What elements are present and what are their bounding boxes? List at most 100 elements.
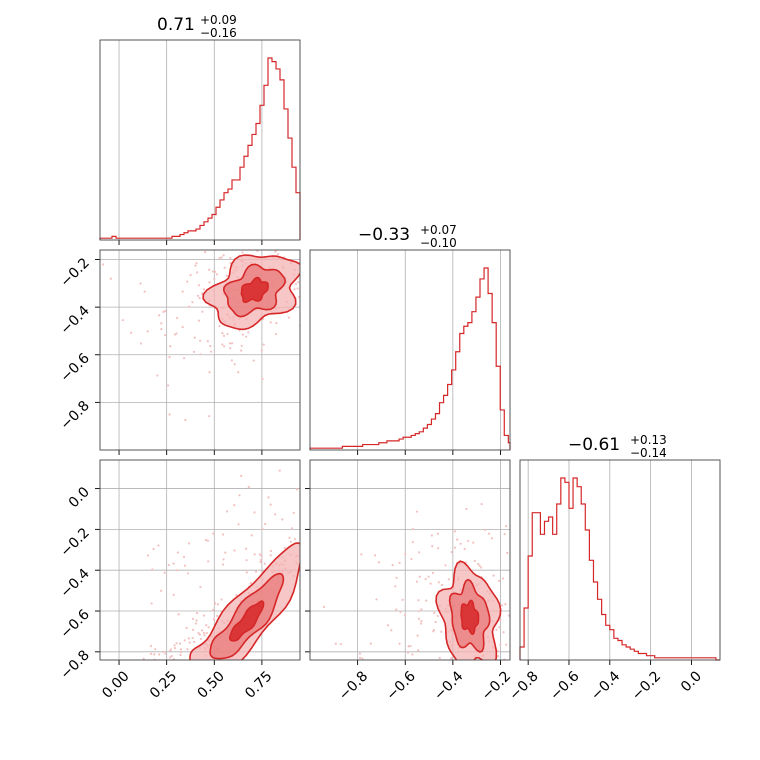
scatter-point [203,634,206,637]
scatter-point [205,632,208,635]
scatter-point [240,349,243,352]
tick-label-x: −0.4 [588,668,623,703]
scatter-point [275,322,278,325]
scatter-point [391,564,394,567]
scatter-point [275,332,278,336]
scatter-point [275,183,277,185]
scatter-point [169,648,173,651]
scatter-point [315,553,317,555]
scatter-point [156,673,158,675]
scatter-point [492,574,495,577]
scatter-point [250,246,252,248]
title-param-0: 0.71 [157,15,195,35]
scatter-point [477,562,480,565]
scatter-point [294,215,296,217]
scatter-point [245,559,248,562]
scatter-point [191,301,194,304]
scatter-point [183,564,186,567]
tick-label-x: −0.4 [431,668,466,703]
scatter-point [163,571,166,574]
scatter-point [204,538,207,542]
scatter-point [223,266,226,269]
scatter-point [191,617,195,621]
scatter-point [515,601,517,603]
tick-label-y: 0.0 [66,484,93,511]
tick-label-x: 0.75 [242,668,275,701]
tick-label-y: −0.6 [57,606,92,641]
scatter-point [496,649,499,653]
scatter-point [502,577,505,580]
scatter-point [465,507,468,511]
scatter-point [294,245,296,247]
tick-label-x: −0.8 [506,668,541,703]
scatter-point [288,536,291,539]
scatter-point [313,288,315,290]
tick-label-x: 0.00 [99,668,132,701]
scatter-point [180,244,182,246]
title-param-1-minus: −0.10 [420,236,457,250]
scatter-point [403,614,407,617]
scatter-point [231,342,234,345]
scatter-point [294,283,297,286]
scatter-point [453,530,457,533]
scatter-point [417,649,420,652]
scatter-point [150,663,152,665]
scatter-point [197,284,201,287]
scatter-point [401,598,404,601]
panel-frame [99,249,301,451]
scatter-point [172,562,175,565]
scatter-point [334,642,337,645]
scatter-point [109,277,112,280]
scatter-point [418,551,421,554]
histogram-panel-param-1: −0.33 +0.07 −0.10 [309,223,511,455]
scatter-point [267,457,269,459]
scatter-point [130,331,133,334]
scatter-point [182,357,186,360]
scatter-point [209,350,213,353]
scatter-point [208,415,211,418]
scatter-point [197,294,200,298]
scatter-point [261,378,264,381]
scatter-point [198,633,202,636]
scatter-point [437,547,440,550]
scatter-point [164,652,167,655]
scatter-point [404,552,407,556]
scatter-point [288,433,290,435]
scatter-point [419,622,423,625]
scatter-point [208,215,210,217]
scatter-point [307,426,309,428]
scatter-point [260,349,263,352]
scatter-point [466,726,468,728]
scatter-point [203,614,206,617]
scatter-point [158,653,161,656]
scatter-point [293,227,295,229]
scatter-point [292,511,295,514]
scatter-point [337,263,339,265]
scatter-point [433,611,436,615]
scatter-point [302,555,304,557]
scatter-point [179,650,182,654]
scatter-point [250,534,253,537]
scatter-point [476,678,478,680]
scatter-point [222,254,225,257]
scatter-point [353,712,355,714]
scatter-point [173,644,176,647]
title-param-1-plus: +0.07 [420,223,457,237]
scatter-point [167,384,170,387]
scatter-point [263,447,265,449]
scatter-point [185,626,188,630]
scatter-point [287,316,291,319]
scatter-point [195,262,198,265]
scatter-point [432,630,435,633]
scatter-point [218,325,221,328]
scatter-point [201,310,204,313]
scatter-point [377,561,380,564]
scatter-point [434,620,437,624]
scatter-point [167,243,169,245]
tick-label-y: −0.4 [57,566,92,601]
scatter-point [322,605,326,609]
contour-body [101,183,339,422]
scatter-point [221,332,224,335]
scatter-point [168,356,171,359]
